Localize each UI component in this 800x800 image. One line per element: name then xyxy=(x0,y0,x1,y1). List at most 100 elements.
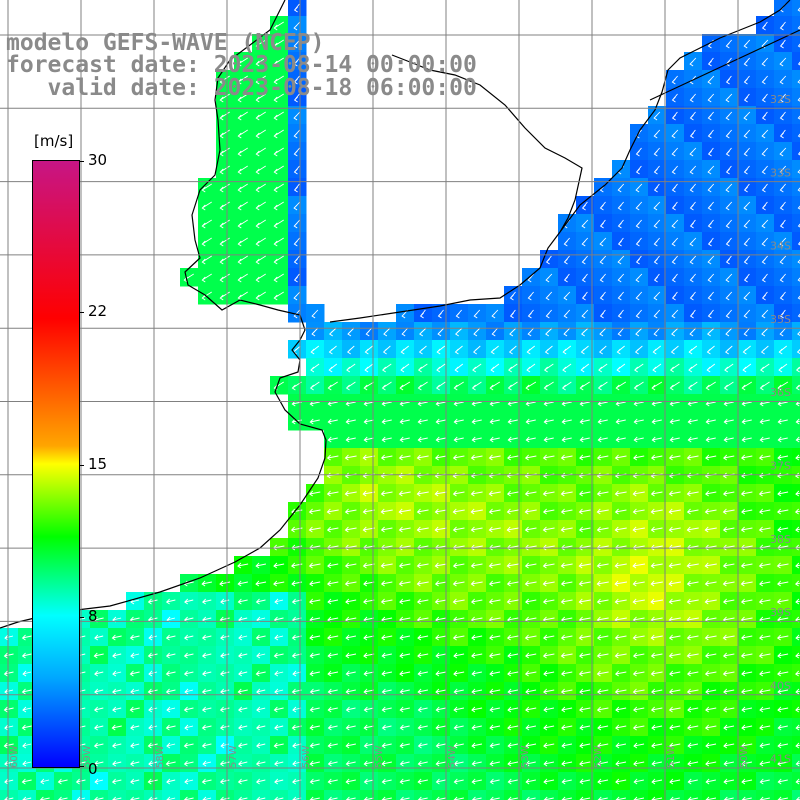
wind-arrow xyxy=(632,724,645,731)
wind-arrow xyxy=(327,418,338,425)
wind-arrow xyxy=(543,688,555,695)
wind-arrow xyxy=(255,670,266,677)
wind-arrow xyxy=(635,237,642,247)
colorbar-label-8: 8 xyxy=(88,607,98,625)
wind-arrow xyxy=(725,309,732,319)
wind-arrow xyxy=(400,363,410,373)
wind-arrow xyxy=(795,778,800,785)
wind-arrow xyxy=(705,490,717,497)
wind-arrow xyxy=(705,760,717,767)
wind-arrow xyxy=(797,133,800,138)
wind-arrow xyxy=(724,363,734,373)
wind-arrow xyxy=(453,706,465,713)
wind-arrow xyxy=(417,724,428,731)
wind-arrow xyxy=(776,598,789,605)
wind-arrow xyxy=(417,778,428,785)
wind-arrow xyxy=(668,526,681,533)
wind-arrow xyxy=(470,580,483,587)
wind-arrow xyxy=(779,57,787,67)
wind-arrow xyxy=(327,562,339,569)
wind-arrow xyxy=(689,237,697,247)
wind-arrow xyxy=(634,345,643,355)
wind-arrow xyxy=(671,327,679,337)
wind-arrow xyxy=(635,273,643,283)
wind-arrow xyxy=(488,454,501,461)
wind-arrow xyxy=(219,273,230,283)
wind-arrow xyxy=(525,742,537,749)
wind-arrow xyxy=(293,93,300,103)
wind-arrow xyxy=(490,345,499,355)
field-cell xyxy=(558,790,577,800)
wind-arrow xyxy=(633,436,644,443)
wind-arrow xyxy=(452,634,465,641)
wind-arrow xyxy=(671,255,678,265)
wind-arrow xyxy=(381,688,392,695)
wind-arrow xyxy=(687,381,698,391)
wind-arrow xyxy=(399,706,410,713)
wind-arrow xyxy=(725,75,732,85)
wind-arrow xyxy=(398,454,411,461)
wind-arrow xyxy=(689,93,696,103)
field-cell xyxy=(792,322,800,341)
wind-arrow xyxy=(578,508,591,515)
wind-arrow xyxy=(650,526,663,533)
wind-arrow xyxy=(743,39,751,49)
wind-arrow xyxy=(617,183,625,193)
field-cell xyxy=(234,790,253,800)
wind-arrow xyxy=(651,436,662,443)
wind-arrow xyxy=(399,742,410,749)
wind-arrow xyxy=(454,345,463,355)
wind-arrow xyxy=(777,526,789,533)
wind-arrow xyxy=(488,526,501,533)
field-cell xyxy=(792,754,800,773)
wind-arrow xyxy=(57,778,68,785)
wind-arrow xyxy=(741,634,753,641)
wind-arrow xyxy=(471,418,482,425)
longitude-label: 53W xyxy=(520,745,531,768)
wind-arrow xyxy=(470,598,483,605)
wind-arrow xyxy=(653,147,660,157)
wind-arrow xyxy=(382,363,392,373)
wind-arrow xyxy=(219,201,230,211)
wind-arrow xyxy=(345,652,357,659)
wind-arrow xyxy=(777,760,789,767)
latitude-label: 32S xyxy=(770,93,791,106)
wind-arrow xyxy=(743,165,750,175)
wind-arrow xyxy=(273,219,284,229)
wind-arrow xyxy=(183,634,194,641)
wind-arrow xyxy=(671,237,679,247)
wind-arrow xyxy=(255,111,266,121)
wind-arrow xyxy=(689,165,697,175)
wind-arrow xyxy=(166,706,176,713)
colorbar-tick xyxy=(79,161,84,162)
wind-arrow xyxy=(542,454,555,461)
wind-arrow xyxy=(473,309,481,319)
wind-arrow xyxy=(650,598,663,605)
wind-arrow xyxy=(220,652,230,659)
wind-arrow xyxy=(255,291,266,301)
field-cell xyxy=(252,790,271,800)
field-cell xyxy=(0,790,19,800)
wind-arrow xyxy=(363,580,375,587)
wind-arrow xyxy=(293,183,300,193)
wind-arrow xyxy=(759,742,770,749)
wind-arrow xyxy=(651,418,662,425)
wind-arrow xyxy=(363,381,375,391)
wind-arrow xyxy=(327,670,339,677)
wind-arrow xyxy=(597,742,609,749)
wind-arrow xyxy=(579,688,591,695)
colorbar-label-0: 0 xyxy=(88,760,98,778)
wind-arrow xyxy=(578,490,591,497)
wind-arrow xyxy=(201,255,212,265)
wind-arrow xyxy=(669,418,680,425)
wind-arrow xyxy=(489,634,501,641)
wind-arrow xyxy=(489,706,500,713)
wind-arrow xyxy=(488,598,501,605)
wind-arrow xyxy=(759,760,771,767)
wind-arrow xyxy=(758,598,771,605)
wind-arrow xyxy=(689,327,697,337)
wind-arrow xyxy=(689,57,697,67)
wind-arrow xyxy=(237,57,248,67)
wind-arrow xyxy=(560,490,573,497)
